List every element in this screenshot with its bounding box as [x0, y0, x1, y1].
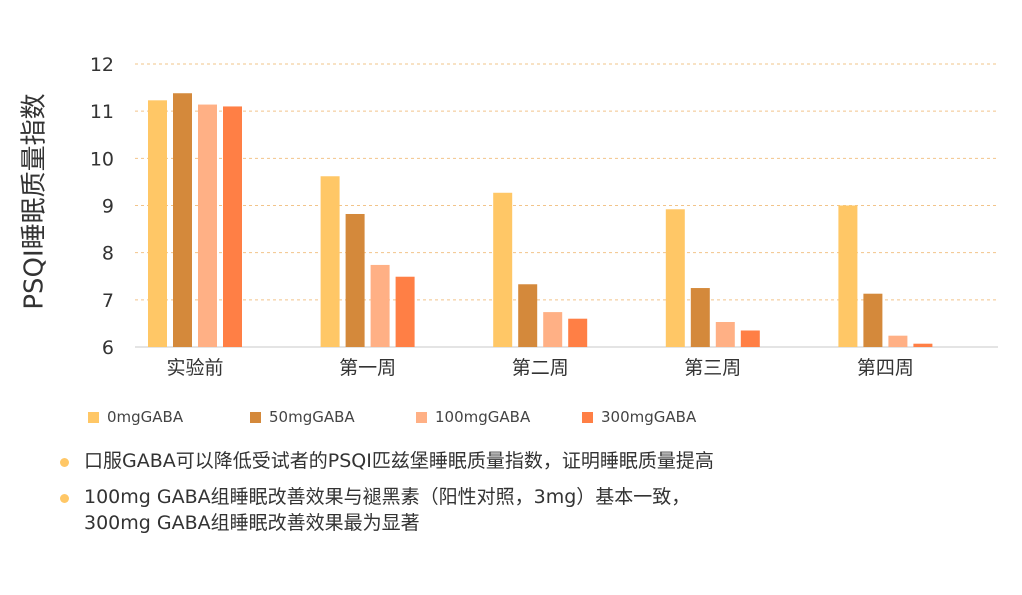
y-tick-label: 11	[90, 101, 114, 123]
legend-item-50mg: 50mgGABA	[250, 408, 368, 426]
bar	[395, 276, 415, 347]
legend-label-300mg: 300mgGABA	[601, 408, 697, 426]
y-tick-label: 6	[102, 337, 114, 359]
legend-swatch-300mg	[582, 411, 593, 423]
y-axis-ticks: 6 7 8 9 10 11 12	[90, 54, 114, 359]
legend-label-50mg: 50mgGABA	[269, 408, 355, 426]
y-tick-label: 8	[102, 243, 114, 265]
bar	[370, 264, 390, 347]
bar	[223, 106, 242, 347]
notes-list: 口服GABA可以降低受试者的PSQI匹兹堡睡眠质量指数，证明睡眠质量提高 100…	[60, 448, 1000, 546]
x-axis-ticks: 实验前 第一周 第二周 第三周 第四周	[166, 357, 913, 379]
bullet-dot-icon	[60, 458, 69, 467]
legend-label-0mg: 0mgGABA	[107, 408, 184, 426]
bar	[740, 330, 760, 347]
bars	[148, 93, 933, 348]
bar	[198, 104, 217, 348]
legend-label-100mg: 100mgGABA	[435, 408, 531, 426]
bullet-dot-icon	[60, 494, 69, 503]
bar-chart: 6 7 8 9 10 11 12 实验前 第一周 第二周 第三周 第四周	[90, 54, 998, 379]
bar	[173, 93, 192, 347]
y-tick-label: 7	[102, 290, 114, 312]
bar	[148, 100, 167, 348]
bar	[320, 176, 340, 347]
bar	[715, 322, 735, 347]
note-text: 口服GABA可以降低受试者的PSQI匹兹堡睡眠质量指数，证明睡眠质量提高	[84, 450, 714, 472]
bar	[518, 284, 538, 347]
bar	[690, 288, 710, 347]
y-tick-label: 9	[102, 196, 114, 218]
bar	[913, 343, 933, 347]
legend-swatch-100mg	[416, 411, 427, 423]
x-tick-label: 第三周	[684, 357, 741, 379]
legend-item-0mg: 0mgGABA	[88, 408, 208, 426]
x-tick-label: 第二周	[512, 357, 569, 379]
y-tick-label: 10	[90, 148, 114, 170]
legend-swatch-50mg	[250, 411, 261, 423]
legend-swatch-0mg	[88, 411, 99, 423]
bar	[838, 205, 858, 347]
y-tick-label: 12	[90, 54, 114, 76]
bar	[543, 312, 563, 347]
gridlines	[135, 63, 998, 301]
bar	[863, 293, 883, 347]
bar	[345, 213, 365, 347]
y-axis-title: PSQI睡眠质量指数	[19, 92, 50, 310]
x-tick-label: 第四周	[857, 357, 914, 379]
bar	[493, 192, 513, 347]
bar	[568, 318, 588, 347]
x-tick-label: 实验前	[166, 357, 223, 379]
bar	[665, 209, 685, 347]
note-item: 口服GABA可以降低受试者的PSQI匹兹堡睡眠质量指数，证明睡眠质量提高	[60, 448, 1000, 474]
legend-item-100mg: 100mgGABA	[416, 408, 542, 426]
note-text: 100mg GABA组睡眠改善效果与褪黑素（阳性对照，3mg）基本一致， 300…	[84, 486, 691, 534]
bar	[888, 335, 908, 347]
note-item: 100mg GABA组睡眠改善效果与褪黑素（阳性对照，3mg）基本一致， 300…	[60, 484, 1000, 536]
y-axis-title-box: PSQI睡眠质量指数	[12, 48, 52, 354]
legend-item-300mg: 300mgGABA	[582, 408, 696, 426]
x-tick-label: 第一周	[339, 357, 396, 379]
legend: 0mgGABA 50mgGABA 100mgGABA 300mgGABA	[88, 408, 734, 426]
